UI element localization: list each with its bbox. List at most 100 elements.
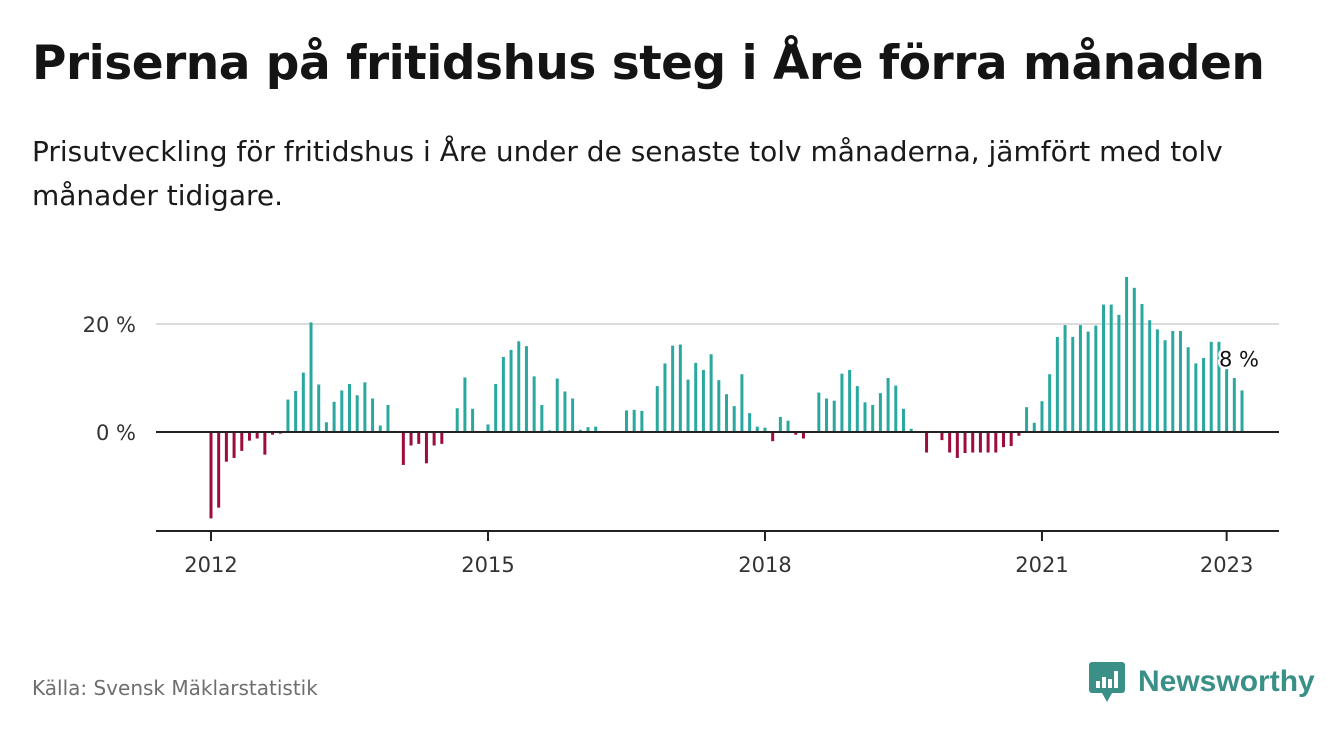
bar xyxy=(294,390,298,432)
bar xyxy=(925,432,929,453)
bar xyxy=(855,386,859,432)
bar xyxy=(1209,341,1213,432)
bar xyxy=(240,432,244,451)
bar xyxy=(455,408,459,432)
bar xyxy=(955,432,959,458)
bar xyxy=(517,341,521,432)
bar xyxy=(586,427,590,432)
bar xyxy=(671,345,675,432)
bar xyxy=(532,376,536,432)
bar xyxy=(748,413,752,432)
bar xyxy=(709,354,713,432)
bar xyxy=(778,416,782,432)
x-tick-label: 2012 xyxy=(184,553,237,577)
bar xyxy=(1063,325,1067,432)
bar xyxy=(1048,374,1052,432)
bar xyxy=(994,432,998,453)
bar xyxy=(763,427,767,432)
brand-logo[interactable]: Newsworthy xyxy=(1088,660,1315,704)
bar xyxy=(1071,336,1075,432)
axis-labels: 0 % 20 % 2012 2015 2018 2021 2023 8 % xyxy=(83,313,1262,577)
bar xyxy=(786,420,790,432)
newsworthy-logo-icon xyxy=(1089,662,1125,702)
bar xyxy=(471,408,475,432)
bar xyxy=(1125,277,1129,432)
bar xyxy=(417,432,421,444)
bar xyxy=(1040,401,1044,432)
bar xyxy=(971,432,975,453)
bar xyxy=(232,432,236,458)
bar xyxy=(801,432,805,439)
bar xyxy=(578,429,582,432)
bar xyxy=(1225,368,1229,432)
chart-title: Priserna på fritidshus steg i Åre förra … xyxy=(32,36,1265,91)
bar xyxy=(324,422,328,432)
bar xyxy=(348,383,351,432)
bar xyxy=(832,400,836,432)
bar xyxy=(286,399,290,432)
bar xyxy=(948,432,952,453)
bar xyxy=(732,406,736,432)
bar xyxy=(255,432,259,439)
bar xyxy=(840,373,844,432)
bar xyxy=(555,378,559,432)
bar xyxy=(317,384,321,432)
bar xyxy=(1117,314,1121,432)
bar xyxy=(863,402,867,432)
bar xyxy=(940,432,944,441)
bar xyxy=(401,432,405,465)
bar xyxy=(1163,340,1167,432)
bar xyxy=(540,405,544,432)
bar xyxy=(1140,304,1144,432)
bar xyxy=(1155,329,1159,432)
bar xyxy=(1102,304,1106,432)
bar xyxy=(1132,287,1136,432)
bar xyxy=(1078,325,1082,432)
bar xyxy=(848,369,852,432)
bar xyxy=(263,432,267,455)
bar xyxy=(378,425,382,432)
bar xyxy=(463,377,467,432)
bar xyxy=(224,432,228,462)
bar xyxy=(509,349,513,432)
bar xyxy=(571,398,575,432)
chart-subtitle: Prisutveckling för fritidshus i Åre unde… xyxy=(32,135,1223,212)
bar xyxy=(686,379,690,432)
bar xyxy=(1086,331,1090,432)
bar xyxy=(901,408,905,432)
bar xyxy=(1194,363,1198,432)
bar xyxy=(725,394,729,432)
bar xyxy=(409,432,413,446)
y-tick-label: 20 % xyxy=(83,313,136,337)
bar xyxy=(755,426,759,432)
bar xyxy=(1232,378,1236,432)
bar xyxy=(1186,347,1190,432)
x-tick-label: 2023 xyxy=(1200,553,1253,577)
bar xyxy=(986,432,990,453)
bar xyxy=(1025,407,1029,432)
x-tick-label: 2021 xyxy=(1015,553,1068,577)
bar xyxy=(1055,336,1059,432)
bar xyxy=(878,393,882,432)
bar xyxy=(886,378,890,432)
last-value-label: 8 % xyxy=(1219,347,1259,371)
bar xyxy=(1017,432,1021,436)
bar xyxy=(1202,358,1206,432)
bar xyxy=(1178,331,1182,432)
bar xyxy=(624,410,628,432)
bar xyxy=(1094,325,1098,432)
bar xyxy=(386,405,390,432)
bar xyxy=(825,398,829,432)
bar xyxy=(524,346,528,432)
bar xyxy=(1032,422,1036,432)
bar xyxy=(1148,320,1152,432)
bar xyxy=(501,356,505,432)
bar xyxy=(894,385,898,432)
bar xyxy=(424,432,428,464)
bar xyxy=(247,432,251,441)
bar xyxy=(817,392,821,432)
bar xyxy=(440,432,444,444)
bar xyxy=(309,322,313,432)
bar xyxy=(794,432,798,435)
bar xyxy=(632,409,636,432)
